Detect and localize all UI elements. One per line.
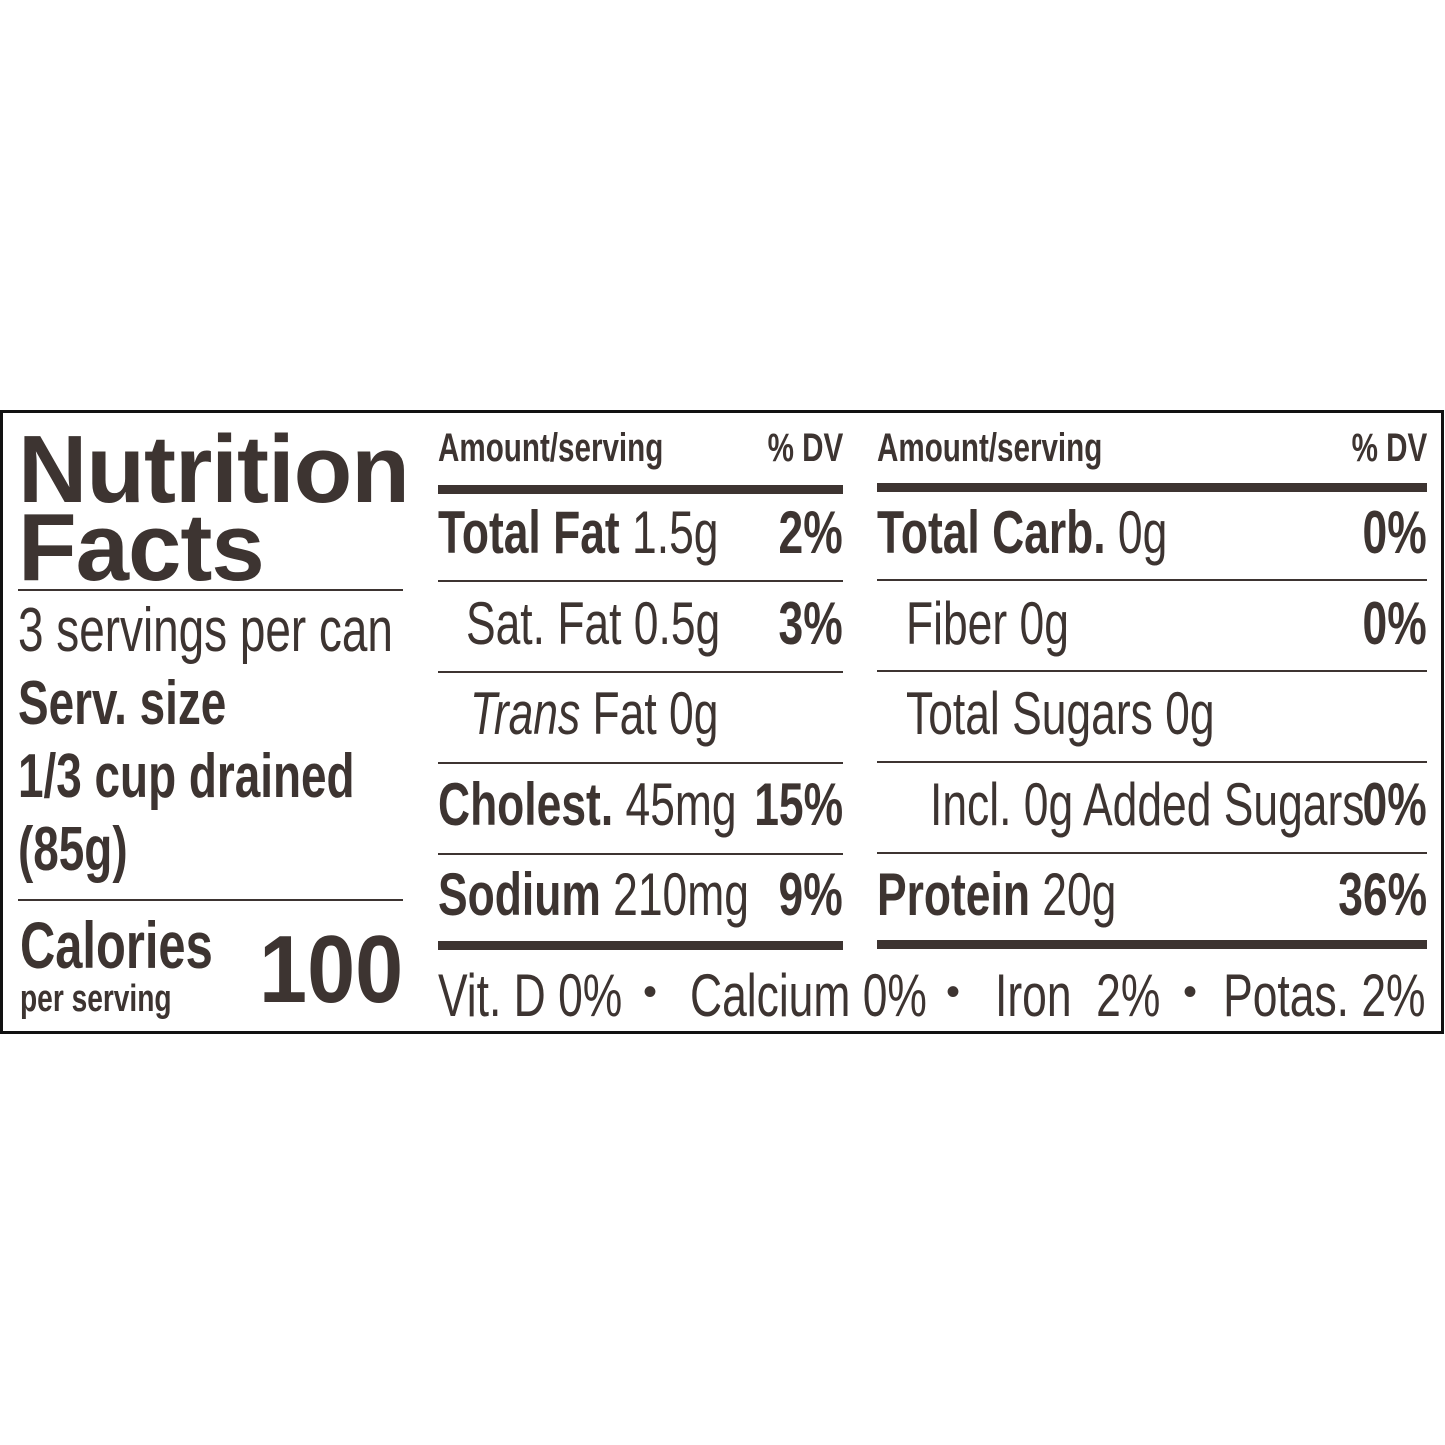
bullet-separator: • <box>946 970 961 1014</box>
nutrient-amount: 20g <box>1042 861 1117 928</box>
nutrient-amount: 0g <box>1117 499 1168 566</box>
calories-subtext: per serving <box>20 978 172 1020</box>
nutrient-dv: 15% <box>754 771 843 838</box>
title-nutrition: Nutrition <box>18 416 410 523</box>
nutrient-label: Total Sugars <box>906 680 1153 747</box>
vitamin-d: Vit. D 0% <box>438 962 623 1029</box>
divider <box>438 671 843 673</box>
nutrient-dv: 2% <box>778 499 843 566</box>
nutrient-label: Fiber <box>906 590 1008 657</box>
divider <box>877 852 1427 854</box>
servings-per-container: 3 servings per can <box>18 596 393 665</box>
nutrient-label: Total Carb. <box>877 499 1106 566</box>
nutrient-label: Trans <box>470 680 581 747</box>
nutrient-label: Sat. Fat <box>466 590 622 657</box>
calcium: Calcium 0% <box>690 962 927 1029</box>
divider <box>877 761 1427 763</box>
divider <box>877 670 1427 672</box>
nutrient-label: Total Fat <box>438 499 620 566</box>
nutrient-dv: 3% <box>778 590 843 657</box>
iron: Iron 2% <box>995 962 1161 1029</box>
right-header-amount: Amount/serving <box>877 426 1103 470</box>
thick-divider <box>438 485 843 494</box>
serving-size-label: Serv. size <box>18 669 227 738</box>
thick-divider <box>877 483 1427 492</box>
calories-value: 100 <box>258 916 403 1023</box>
title-facts: Facts <box>18 494 265 601</box>
calories-label: Calories <box>20 908 213 982</box>
thick-divider <box>877 940 1427 949</box>
divider <box>18 589 403 591</box>
bullet-separator: • <box>643 970 658 1014</box>
nutrient-amount: 0.5g <box>633 590 721 657</box>
potassium: Potas. 2% <box>1222 962 1425 1029</box>
right-header-dv: % DV <box>1351 426 1427 470</box>
left-header-dv: % DV <box>767 426 843 470</box>
nutrient-dv: 0% <box>1362 771 1427 838</box>
nutrient-dv: 9% <box>778 861 843 928</box>
left-header-amount: Amount/serving <box>438 426 664 470</box>
nutrient-label: Protein <box>877 861 1030 928</box>
nutrient-amount: Fat 0g <box>592 680 719 747</box>
thick-divider <box>438 941 843 950</box>
serving-size-grams: (85g) <box>18 815 128 884</box>
bullet-separator: • <box>1183 970 1198 1014</box>
divider <box>438 762 843 764</box>
nutrient-label: Sodium <box>438 861 601 928</box>
nutrient-amount: 210mg <box>613 861 749 928</box>
nutrient-dv: 0% <box>1362 590 1427 657</box>
nutrition-facts-panel <box>0 410 1444 1034</box>
divider <box>438 853 843 855</box>
divider <box>877 579 1427 581</box>
nutrient-dv: 0% <box>1362 499 1427 566</box>
nutrient-label: Cholest. <box>438 771 614 838</box>
divider <box>18 899 403 901</box>
divider <box>438 580 843 582</box>
nutrient-amount: 45mg <box>625 771 737 838</box>
nutrient-amount: 0g <box>1165 680 1215 747</box>
nutrient-amount: 1.5g <box>632 499 719 566</box>
nutrient-dv: 36% <box>1338 861 1427 928</box>
nutrient-amount: 0g <box>1019 590 1069 657</box>
nutrient-label: Incl. 0g Added Sugars <box>930 771 1365 838</box>
serving-size-value: 1/3 cup drained <box>18 742 355 811</box>
